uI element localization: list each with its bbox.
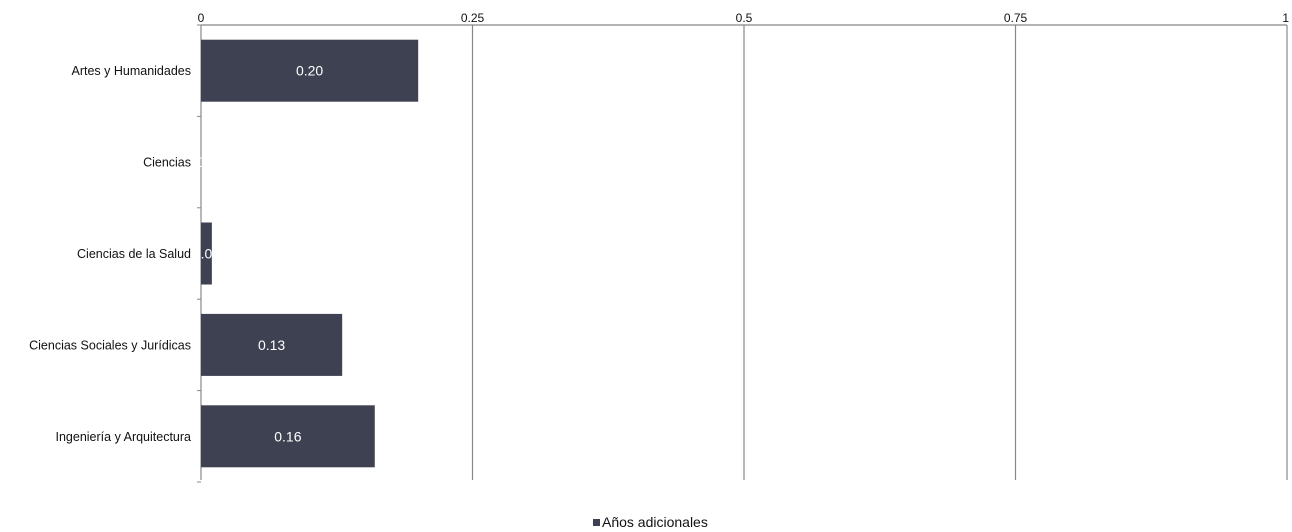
- bar: [201, 405, 375, 468]
- data-label: 0: [197, 154, 205, 170]
- x-tick-label: 0.25: [461, 11, 485, 25]
- x-tick-label: 0: [198, 11, 205, 25]
- bar: [201, 313, 343, 376]
- bar: [201, 222, 212, 285]
- category-label: Artes y Humanidades: [71, 64, 191, 78]
- category-label: Ciencias: [143, 156, 191, 170]
- legend-label: Años adicionales: [602, 514, 708, 530]
- category-label: Ciencias Sociales y Jurídicas: [29, 338, 191, 352]
- category-label: Ingeniería y Arquitectura: [56, 430, 192, 444]
- x-tick-label: 1: [1282, 11, 1289, 25]
- data-label: 0.16: [274, 428, 301, 444]
- data-label: 0.01: [193, 246, 220, 262]
- category-label: Ciencias de la Salud: [77, 247, 191, 261]
- legend-swatch: [593, 518, 600, 526]
- bar: [201, 39, 419, 102]
- legend: Años adicionales: [593, 514, 708, 530]
- data-label: 0.20: [296, 63, 323, 79]
- x-tick-label: 0.75: [1004, 11, 1028, 25]
- x-tick-label: 0.5: [736, 11, 753, 25]
- data-label: 0.13: [258, 337, 285, 353]
